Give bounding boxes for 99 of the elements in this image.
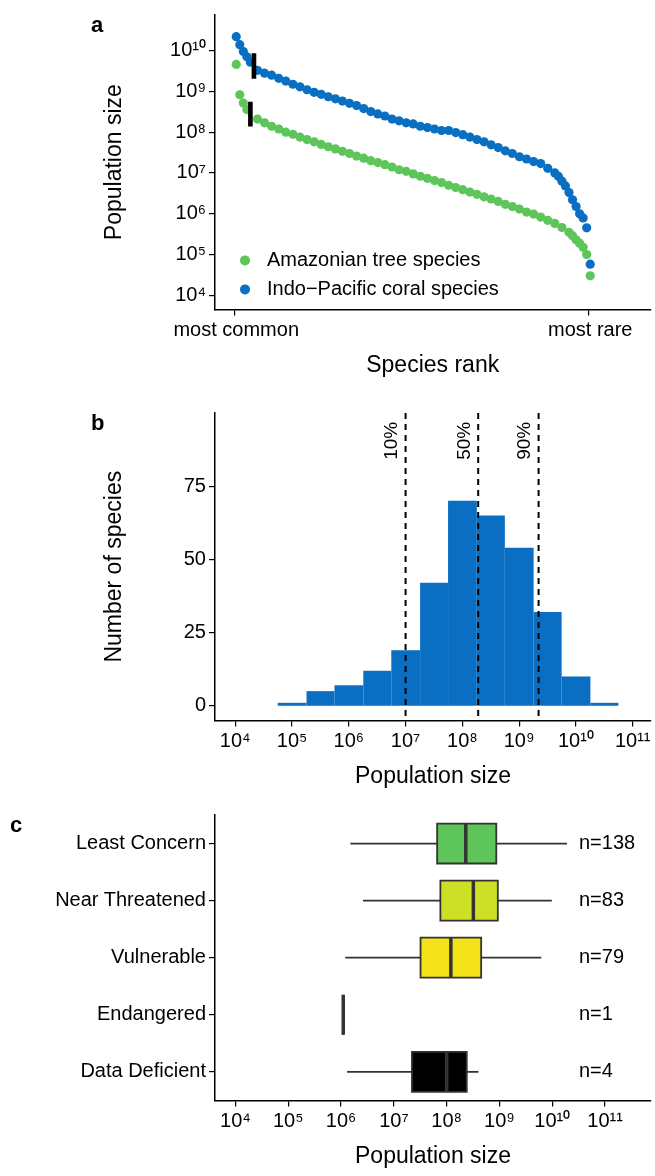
y-tick-label: 75 [183, 473, 206, 496]
point [330, 94, 340, 104]
point [281, 76, 291, 86]
x-axis-title: Species rank [366, 350, 500, 377]
point [582, 223, 592, 233]
point [235, 40, 245, 50]
y-tick-label: 25 [183, 620, 206, 643]
point [536, 158, 546, 169]
point [259, 118, 270, 128]
point [479, 137, 489, 147]
x-tick-label: 10¹¹ [614, 728, 651, 751]
point [295, 82, 305, 92]
y-axis-title: Number of species [100, 470, 127, 663]
point [564, 188, 574, 198]
point [585, 259, 595, 269]
point [578, 213, 588, 223]
chart-title: a [91, 12, 104, 38]
x-tick-label: 10⁶ [333, 728, 365, 751]
point [493, 142, 503, 153]
point [550, 218, 560, 228]
y-tick-label: Near Threatened [55, 888, 206, 911]
x-tick-label: 10⁸ [431, 1108, 463, 1131]
point [436, 178, 447, 188]
y-tick-label: Least Concern [75, 831, 206, 854]
y-tick-label: 10⁷ [176, 160, 206, 183]
x-tick-label: most rare [547, 317, 633, 340]
point [567, 195, 578, 205]
point [231, 59, 241, 70]
y-tick-label: Vulnerable [111, 945, 206, 968]
annotation: n=138 [579, 831, 636, 854]
x-tick-label: 10⁹ [503, 728, 535, 751]
point [351, 100, 362, 111]
point [585, 271, 595, 281]
point [543, 163, 553, 173]
point [465, 132, 475, 142]
x-tick-label: 10⁸ [447, 728, 478, 751]
point [295, 132, 305, 142]
x-tick-label: 10⁴ [220, 1108, 251, 1131]
legend-label: Indo−Pacific coral species [267, 276, 499, 299]
annotation: n=4 [579, 1059, 613, 1082]
point [507, 201, 517, 212]
x-tick-label: 10⁶ [325, 1108, 357, 1131]
point [472, 189, 482, 199]
annotation: 50% [452, 421, 474, 460]
x-tick-label: 10⁵ [276, 728, 308, 751]
point [578, 242, 588, 252]
annotation: n=83 [579, 888, 625, 911]
point [387, 162, 397, 172]
point [274, 73, 284, 83]
point [507, 148, 517, 159]
y-axis-title: Population size [100, 84, 127, 241]
point [557, 222, 567, 233]
point [267, 121, 277, 131]
y-tick-label: 10⁴ [175, 282, 206, 305]
point [267, 70, 277, 80]
chart-title: b [91, 410, 105, 436]
point [359, 103, 369, 114]
x-tick-label: 10⁵ [272, 1108, 304, 1131]
y-tick-label: 10⁹ [175, 78, 206, 101]
point [543, 215, 553, 225]
y-tick-label: 10⁶ [175, 201, 206, 224]
point [493, 196, 503, 207]
point [302, 85, 312, 95]
x-tick-label: 10⁴ [219, 728, 251, 751]
x-axis-title: Population size [355, 1141, 511, 1168]
point [235, 90, 245, 100]
x-tick-label: 10⁷ [379, 1108, 409, 1131]
y-tick-label: Data Deficient [80, 1059, 207, 1082]
annotation: 90% [513, 421, 535, 460]
point [514, 204, 525, 214]
point [444, 125, 454, 136]
x-tick-label: 10¹¹ [587, 1108, 624, 1131]
x-axis-title: Population size [355, 761, 511, 788]
point [514, 152, 525, 162]
point [344, 98, 355, 108]
y-tick-label: 50 [183, 546, 206, 569]
point [252, 114, 263, 124]
annotation: n=79 [579, 945, 625, 968]
point [528, 157, 539, 167]
x-tick-label: 10⁹ [484, 1108, 515, 1131]
point [309, 137, 319, 147]
annotation: n=1 [579, 1002, 613, 1025]
y-tick-label: 10⁸ [175, 119, 206, 142]
point [231, 32, 241, 42]
point [344, 148, 355, 159]
x-tick-label: 10¹⁰ [557, 728, 594, 751]
y-tick-label: 0 [194, 693, 206, 716]
text: c [10, 812, 23, 838]
point [582, 249, 592, 260]
y-tick-label: Endangered [97, 1002, 206, 1025]
x-tick-label: 10¹⁰ [534, 1108, 571, 1131]
y-tick-label: 10⁵ [175, 242, 206, 265]
y-tick-label: 10¹⁰ [170, 38, 206, 61]
point [274, 124, 284, 134]
point [486, 140, 496, 150]
x-tick-label: 10⁷ [390, 728, 421, 751]
x-tick-label: most common [173, 317, 300, 340]
annotation: 10% [380, 421, 402, 460]
legend-label: Amazonian tree species [267, 247, 481, 270]
